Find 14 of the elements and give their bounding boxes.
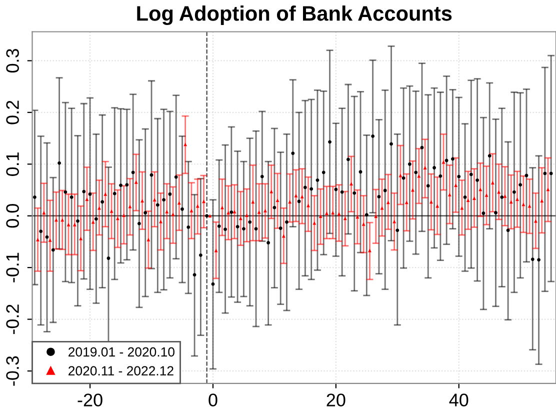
x-tick-label: 40 <box>449 394 468 406</box>
x-tick-label: 0 <box>208 394 218 406</box>
y-tick-label: 0.1 <box>6 152 19 176</box>
y-tick-label: 0.0 <box>6 204 19 228</box>
x-tick-label: -20 <box>78 394 102 406</box>
y-tick-label: 0.2 <box>6 100 19 124</box>
y-tick-label: -0.3 <box>6 356 19 386</box>
legend-label: 2020.11 - 2022.12 <box>68 366 174 376</box>
x-tick-label: 20 <box>326 394 346 406</box>
y-tick-label: -0.1 <box>6 252 19 282</box>
y-tick-label: 0.3 <box>6 48 19 73</box>
chart-title: Log Adoption of Bank Accounts <box>137 6 452 26</box>
y-tick-label: -0.2 <box>6 304 19 334</box>
legend-label: 2019.01 - 2020.10 <box>68 347 174 357</box>
